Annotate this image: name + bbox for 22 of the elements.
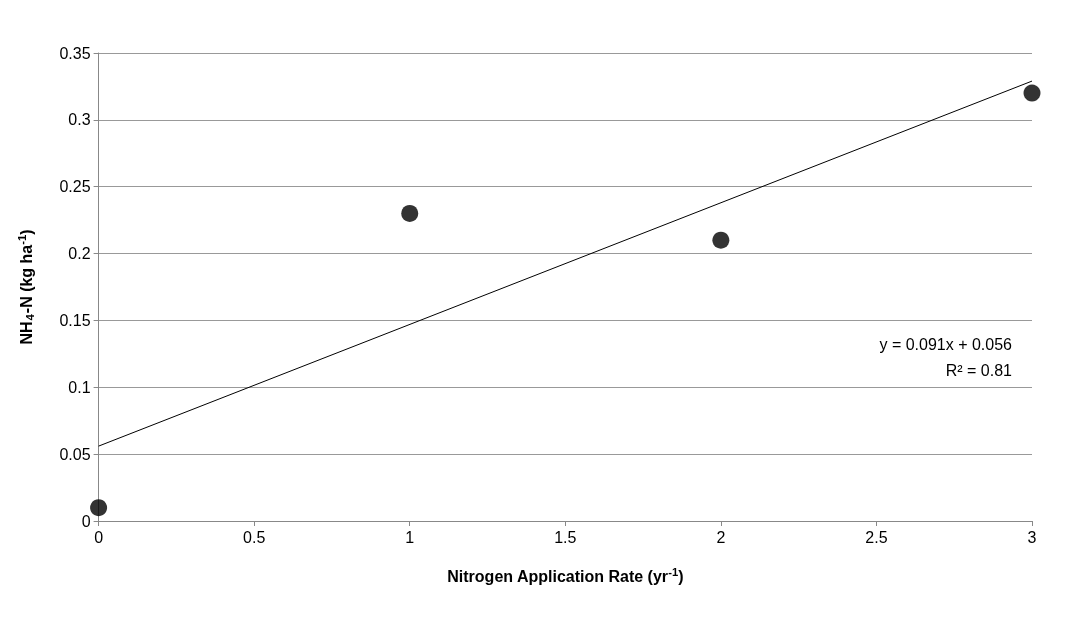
x-tick-label: 0.5 [243, 528, 266, 546]
point [712, 231, 730, 249]
x-tick-label: 2.5 [865, 528, 888, 546]
point [90, 499, 108, 517]
y-tick-label: 0.3 [68, 111, 91, 129]
y-tick-label: 0.2 [68, 245, 91, 263]
y-tick-label: 0 [81, 512, 91, 530]
annotation: R² = 0.81 [945, 361, 1013, 379]
y-tick-label: 0.25 [59, 178, 91, 196]
x-tick-label: 1 [405, 528, 415, 546]
y-tick-label: 0.15 [59, 311, 91, 329]
y-tick-label: 0.35 [59, 44, 91, 62]
y-tick-label: 0.05 [59, 445, 91, 463]
x-tick-label: 3 [1027, 528, 1037, 546]
x-tick-label: 2 [716, 528, 726, 546]
point [1023, 84, 1041, 102]
y-axis-title: NH4-N (kg ha-1) [15, 229, 36, 345]
y-tick-label: 0.1 [68, 378, 91, 396]
x-tick-label: 1.5 [554, 528, 577, 546]
annotation: y = 0.091x + 0.056 [879, 335, 1013, 353]
x-tick-label: 0 [94, 528, 104, 546]
point [401, 204, 419, 222]
